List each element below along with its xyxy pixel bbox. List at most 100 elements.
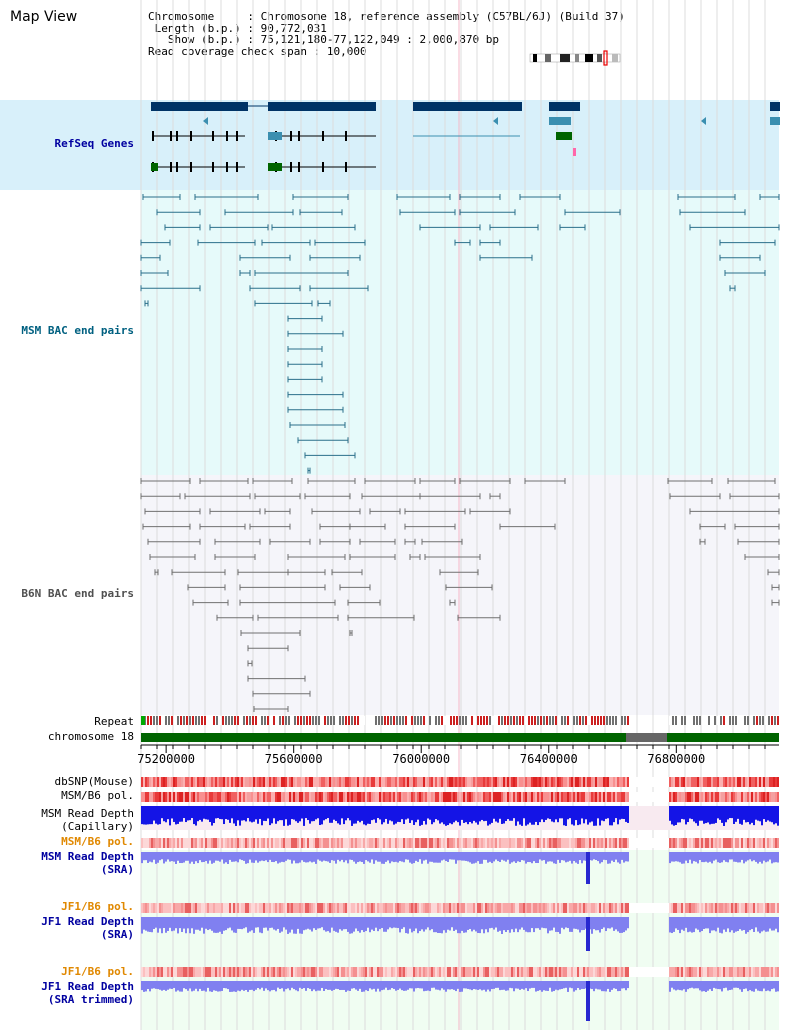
jf1-depth-trimmed-bar [311, 981, 313, 992]
msm-depth-sra-bar [459, 852, 461, 861]
jf1-depth-sra-bar [511, 917, 513, 930]
msm-depth-sra-bar [523, 852, 525, 861]
msm-depth-capillary-bar [313, 806, 315, 822]
jf1-b6-pol-cell [195, 903, 197, 913]
jf1-b6-pol-cell [573, 903, 575, 913]
label-msm-bac[interactable]: MSM BAC end pairs [21, 324, 134, 337]
msm-depth-capillary-bar [325, 806, 327, 820]
dbsnp-cell [731, 777, 733, 787]
repeat-mark [744, 716, 746, 725]
dbsnp-cell [727, 777, 729, 787]
dbsnp-cell [739, 777, 741, 787]
msm-depth-capillary-bar [211, 806, 213, 826]
jf1-b6-pol-2-cell [519, 967, 521, 977]
msm-b6-pol-cell [573, 792, 575, 802]
msm-depth-sra-bar [227, 852, 229, 864]
jf1-depth-trimmed-bar [723, 981, 725, 989]
msm-depth-sra-bar [763, 852, 765, 861]
msm-depth-sra-bar [273, 852, 275, 863]
msm-b6-pol-2-cell [199, 838, 201, 848]
refseq-track[interactable] [151, 102, 780, 172]
repeat-mark [627, 716, 629, 725]
dbsnp-cell [177, 777, 179, 787]
msm-b6-pol-cell [285, 792, 287, 802]
jf1-b6-pol-2-cell [313, 967, 315, 977]
jf1-b6-pol-2-cell [245, 967, 247, 977]
chromosome-ideogram[interactable] [529, 50, 621, 66]
msm-b6-pol-cell [757, 792, 759, 802]
msm-b6-pol-2-cell [521, 838, 523, 848]
jf1-depth-trimmed-bar [481, 981, 483, 991]
jf1-depth-sra-bar [245, 917, 247, 928]
jf1-b6-pol-2-cell [143, 967, 145, 977]
msm-depth-sra-bar [275, 852, 277, 862]
msm-b6-pol-cell [733, 792, 735, 802]
msm-b6-pol-cell [153, 792, 155, 802]
msm-bac-track[interactable] [140, 194, 780, 474]
msm-depth-sra-bar [747, 852, 749, 861]
repeat-mark [483, 716, 485, 725]
dbsnp-cell [305, 777, 307, 787]
jf1-depth-trimmed-bar [207, 981, 209, 988]
msm-b6-pol-2-cell [291, 838, 293, 848]
repeat-mark [507, 716, 509, 725]
jf1-b6-pol-2-cell [631, 967, 633, 977]
dbsnp-cell [667, 777, 669, 787]
jf1-b6-pol-2-cell [721, 967, 723, 977]
msm-depth-capillary-bar [445, 806, 447, 826]
msm-depth-capillary-bar [405, 806, 407, 820]
msm-depth-capillary-bar [329, 806, 331, 823]
msm-depth-capillary-bar [579, 806, 581, 825]
jf1-depth-sra-bar [289, 917, 291, 933]
jf1-depth-sra-bar [687, 917, 689, 933]
msm-b6-pol-cell [375, 792, 377, 802]
jf1-depth-trimmed-bar [213, 981, 215, 991]
msm-b6-pol-2-cell [215, 838, 217, 848]
label-b6n-bac[interactable]: B6N BAC end pairs [21, 587, 134, 600]
jf1-depth-sra-bar [445, 917, 447, 933]
jf1-b6-pol-cell [703, 903, 705, 913]
msm-b6-pol-cell [481, 792, 483, 802]
dbsnp-cell [717, 777, 719, 787]
msm-b6-pol-2-cell [381, 838, 383, 848]
jf1-depth-trimmed-bar [373, 981, 375, 989]
jf1-b6-pol-cell [333, 903, 335, 913]
jf1-depth-sra-bar [671, 917, 673, 934]
msm-b6-pol-2-cell [565, 838, 567, 848]
jf1-depth-trimmed-bar [259, 981, 261, 990]
jf1-b6-pol-2-cell [581, 967, 583, 977]
repeat-mark [471, 716, 473, 725]
jf1-b6-pol-2-cell [151, 967, 153, 977]
msm-b6-pol-cell [655, 792, 657, 802]
msm-depth-capillary-bar [399, 806, 401, 823]
msm-depth-capillary-bar [729, 806, 731, 819]
axis-tick-label: 75200000 [137, 752, 196, 766]
jf1-b6-pol-2-cell [451, 967, 453, 977]
b6n-bac-track[interactable] [140, 478, 780, 712]
jf1-b6-pol-cell [757, 903, 759, 913]
msm-depth-capillary-bar [199, 806, 201, 820]
label-refseq-genes[interactable]: RefSeq Genes [54, 137, 134, 150]
jf1-b6-pol-2-cell [241, 967, 243, 977]
msm-b6-pol-cell [155, 792, 157, 802]
jf1-depth-trimmed-bar [591, 981, 593, 990]
jf1-b6-pol-2-cell [681, 967, 683, 977]
msm-b6-pol-2-cell [201, 838, 203, 848]
msm-depth-sra-bar [377, 852, 379, 862]
jf1-depth-sra-bar [199, 917, 201, 931]
repeat-mark [570, 716, 572, 725]
msm-depth-sra-bar [559, 852, 561, 863]
msm-depth-sra-bar [225, 852, 227, 863]
jf1-depth-sra-bar [205, 917, 207, 929]
dbsnp-cell [547, 777, 549, 787]
msm-depth-capillary-bar [247, 806, 249, 819]
jf1-depth-trimmed-bar [683, 981, 685, 990]
jf1-b6-pol-2-cell [435, 967, 437, 977]
jf1-b6-pol-cell [325, 903, 327, 913]
repeat-mark [777, 716, 779, 725]
jf1-b6-pol-2-cell [183, 967, 185, 977]
repeat-mark [189, 716, 191, 725]
repeat-mark [213, 716, 215, 725]
jf1-b6-pol-2-cell [533, 967, 535, 977]
